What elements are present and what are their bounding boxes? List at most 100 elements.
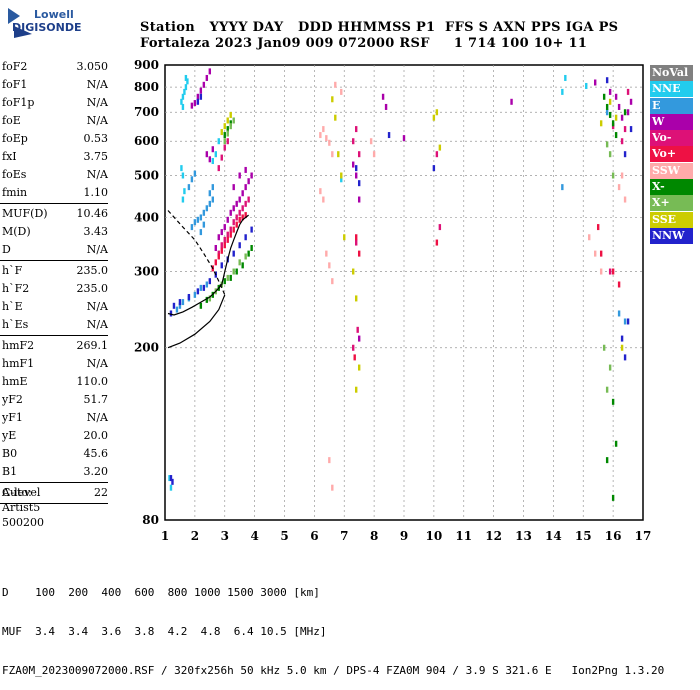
data-point [229, 123, 232, 130]
data-point [193, 170, 197, 177]
data-point [355, 234, 358, 241]
data-point [223, 144, 226, 151]
param-row: foF2 3.050 [0, 58, 110, 76]
data-point [226, 130, 229, 137]
data-point [214, 244, 217, 251]
data-point [199, 93, 203, 100]
data-point [229, 274, 232, 281]
data-point [220, 242, 223, 249]
data-point [238, 216, 241, 223]
data-point [626, 318, 630, 325]
data-point [181, 172, 185, 179]
data-point [331, 151, 334, 158]
param-row: yF2 51.7 [0, 391, 110, 409]
param-label: D [2, 243, 11, 256]
data-point [334, 81, 337, 88]
data-point [196, 288, 200, 295]
data-point [331, 484, 334, 491]
data-point [617, 184, 621, 191]
data-point [172, 302, 176, 309]
data-point [357, 250, 361, 257]
data-point [235, 221, 238, 228]
data-point [623, 126, 627, 133]
data-point [169, 475, 173, 482]
footer-muf-row: MUF 3.4 3.4 3.6 3.8 4.2 4.8 6.4 10.5 [MH… [2, 625, 327, 638]
data-point [605, 141, 609, 148]
data-point [211, 146, 214, 153]
param-value: 22 [94, 486, 108, 499]
data-point [238, 172, 241, 179]
param-separator [0, 260, 108, 261]
data-point [605, 103, 609, 110]
data-point [250, 244, 253, 251]
data-point [238, 209, 241, 216]
data-point [352, 138, 355, 145]
footer-file-info: FZA0M_2023009072000.RSF / 320fx256h 50 k… [2, 664, 665, 677]
data-point [232, 219, 235, 226]
x-tick-label: 10 [426, 529, 443, 543]
data-point [226, 126, 229, 133]
y-tick-label: 600 [134, 134, 159, 148]
profile-line [167, 294, 226, 349]
data-point [205, 74, 209, 81]
data-point [220, 154, 223, 161]
x-tick-label: 5 [280, 529, 288, 543]
param-label: foEs [2, 168, 27, 181]
footer-info: D 100 200 400 600 800 1000 1500 3000 [km… [2, 560, 664, 690]
data-point [181, 103, 185, 110]
data-point [229, 209, 232, 216]
data-point [214, 151, 217, 158]
param-label: foF1p [2, 96, 35, 109]
data-point [357, 151, 361, 158]
ionogram-chart: 1 2 3 4 5 6 7 8 9 10 11 12 13 14 15 16 17802003004005006… [134, 58, 651, 543]
profile-line [167, 214, 249, 316]
data-point [564, 74, 567, 81]
data-point [384, 103, 388, 110]
x-tick-label: 14 [545, 529, 562, 543]
data-point [232, 250, 235, 257]
data-point [199, 229, 203, 236]
data-point [620, 138, 624, 145]
data-point [229, 111, 232, 118]
data-point [617, 310, 621, 317]
param-row: h`F 235.0 [0, 262, 110, 280]
data-point [561, 88, 564, 95]
data-point [355, 165, 358, 172]
data-point [381, 93, 385, 100]
data-point [244, 234, 247, 241]
data-point [623, 318, 627, 325]
auto-code: 500200 [2, 516, 44, 529]
data-point [178, 299, 182, 306]
logo-text-lowell: Lowell [34, 8, 74, 21]
param-row: fxI 3.75 [0, 148, 110, 166]
param-label: C-level [2, 486, 41, 499]
auto-label: Auto: [2, 486, 32, 499]
data-point [169, 484, 173, 491]
data-point [232, 268, 235, 275]
data-point [175, 306, 179, 313]
data-point [241, 205, 244, 212]
data-point [181, 93, 185, 100]
data-point [217, 234, 220, 241]
data-point [355, 386, 358, 393]
data-point [343, 234, 346, 241]
data-point [238, 196, 241, 203]
data-point [232, 226, 235, 233]
param-label: foE [2, 114, 21, 127]
data-point [602, 344, 606, 351]
data-point [588, 234, 591, 241]
data-point [352, 344, 355, 351]
x-tick-label: 3 [221, 529, 229, 543]
x-tick-label: 9 [400, 529, 408, 543]
param-value: 269.1 [76, 339, 109, 352]
param-label: yE [2, 429, 17, 442]
data-point [193, 291, 197, 298]
data-point [208, 278, 212, 285]
data-point [181, 196, 185, 203]
header-labels: Station YYYY DAY DDD HHMMSS P1 FFS S AXN… [140, 20, 619, 35]
data-point [202, 221, 206, 228]
data-point [623, 196, 627, 203]
header-values: Fortaleza 2023 Jan09 009 072000 RSF 1 71… [140, 36, 588, 51]
data-point [605, 109, 609, 116]
data-point [208, 156, 212, 163]
